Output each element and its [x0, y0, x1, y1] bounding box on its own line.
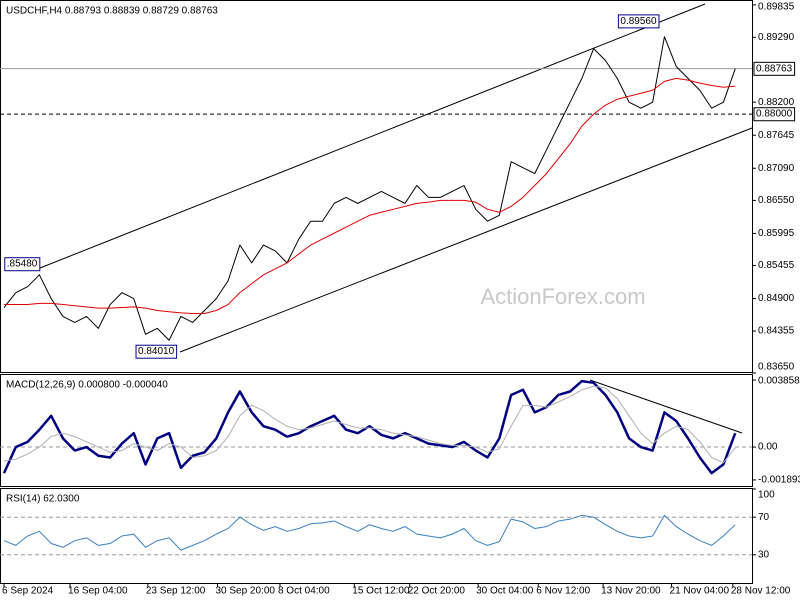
x-tick-label: 8 Oct 04:00 — [278, 586, 330, 597]
y-tick-label: 0.85455 — [758, 260, 795, 271]
y-tick-label: 0.85995 — [758, 228, 795, 239]
y-tick-label: 30 — [758, 549, 770, 560]
x-tick-label: 15 Oct 12:00 — [352, 586, 410, 597]
x-tick-label: 30 Oct 04:00 — [476, 586, 534, 597]
x-tick-label: 28 Nov 12:00 — [731, 586, 791, 597]
panel-title: USDCHF,H4 0.88793 0.88839 0.88729 0.8876… — [6, 6, 218, 17]
y-tick-label: -0.001893 — [758, 475, 800, 486]
y-tick-label: 0.003858 — [758, 376, 800, 387]
y-tick-label: 0.87645 — [758, 130, 795, 141]
price-label: 0.88000 — [756, 109, 793, 120]
channel-lower — [179, 127, 753, 353]
price-label: 0.88763 — [756, 63, 793, 74]
x-tick-label: 13 Nov 20:00 — [601, 586, 661, 597]
series-line — [4, 77, 736, 314]
y-tick-label: 100 — [758, 490, 775, 501]
series-line — [3, 385, 736, 464]
x-tick-label: 6 Nov 12:00 — [536, 586, 590, 597]
y-tick-label: 0.89290 — [758, 32, 795, 43]
macd-trendline — [589, 379, 743, 434]
price-panel — [0, 0, 753, 373]
y-tick-label: 0.86550 — [758, 195, 795, 206]
macd-panel — [0, 374, 753, 487]
x-tick-label: 6 Sep 2024 — [2, 586, 54, 597]
y-tick-label: 0.84355 — [758, 326, 795, 337]
y-tick-label: 0.83650 — [758, 362, 795, 373]
y-tick-label: 0.88200 — [758, 97, 795, 108]
label-box — [617, 14, 660, 29]
x-tick-label: 23 Sep 12:00 — [146, 586, 206, 597]
y-tick-label: 0.89835 — [758, 2, 795, 13]
y-tick-label: 0.00 — [758, 442, 778, 453]
label-box — [135, 344, 178, 359]
y-tick-label: 70 — [758, 512, 770, 523]
label-box — [753, 107, 796, 122]
panel-title: MACD(12,26,9) 0.000800 -0.000040 — [6, 380, 168, 391]
price-annotation: .85480 — [7, 259, 38, 270]
price-annotation: 0.84010 — [138, 346, 175, 357]
x-tick-label: 16 Sep 04:00 — [68, 586, 128, 597]
y-tick-label: 0.84900 — [758, 293, 795, 304]
label-box — [753, 61, 796, 76]
series-line — [3, 514, 736, 551]
series-line — [2, 379, 737, 475]
channel-upper — [39, 3, 706, 269]
panel-title: RSI(14) 62.0300 — [6, 494, 80, 505]
x-tick-label: 22 Oct 20:00 — [408, 586, 466, 597]
series-line — [3, 36, 736, 341]
x-tick-label: 30 Sep 20:00 — [215, 586, 275, 597]
watermark: ActionForex.com — [480, 284, 645, 309]
rsi-panel — [0, 488, 753, 584]
price-annotation: 0.89560 — [620, 16, 657, 27]
x-tick-label: 21 Nov 04:00 — [670, 586, 730, 597]
label-box — [4, 257, 41, 272]
y-tick-label: 0.87090 — [758, 163, 795, 174]
